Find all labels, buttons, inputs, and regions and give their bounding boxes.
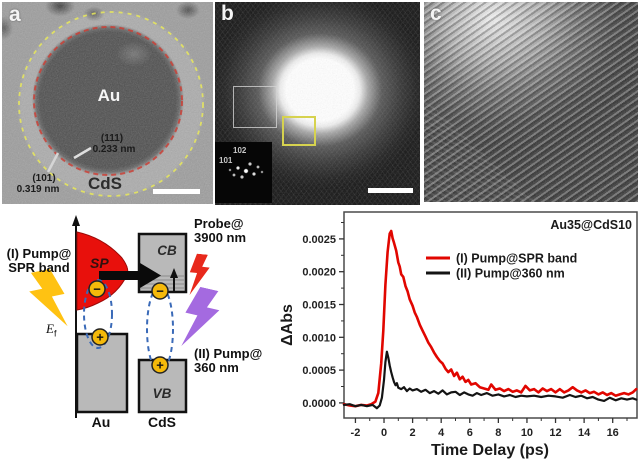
x-tick-label: 14 (578, 427, 591, 439)
lattice-marker-101 (46, 152, 60, 173)
cds-shell-label: CdS (88, 174, 122, 193)
vb-label: VB (153, 386, 172, 401)
au-core-label: Au (97, 86, 121, 105)
hole-sign: + (96, 330, 104, 345)
tem-panel-b: b 102 101 (215, 2, 420, 205)
x-tick-label: 6 (467, 427, 473, 439)
x-tick-label: 4 (438, 427, 445, 439)
y-tick-label: 0.0010 (302, 332, 336, 344)
lattice-region-lower (424, 98, 536, 202)
x-axis-label: Time Delay (ps) (431, 442, 549, 459)
legend-label-0: (I) Pump@SPR band (456, 252, 577, 266)
series-line-0 (342, 229, 638, 408)
intraband-arrowhead (170, 268, 178, 278)
y-axis-label: ΔAbs (280, 304, 296, 346)
energy-band-diagram: − − + + SP CB VB Au CdS (I) Pump@ SPR ba… (0, 210, 300, 473)
au-electrode-label: Au (92, 414, 111, 430)
electron-icon (88, 280, 106, 298)
exciton-ellipse-au (83, 279, 113, 349)
hole-sign: + (156, 358, 164, 373)
cb-block (137, 232, 188, 294)
hole-icon (151, 356, 169, 374)
fermi-sub-f: f (53, 328, 57, 339)
transient-absorption-chart: -2 0 2 4 6 8 10 12 14 16 0.0000 0.0005 0.0010 0.0015 0… (280, 211, 638, 459)
hole-icon (91, 328, 109, 346)
plane-101-label: (101) (32, 173, 56, 184)
x-tick-label: -2 (351, 427, 361, 439)
fft-inset: 102 101 (215, 142, 272, 203)
series-line-1 (342, 350, 638, 410)
x-tick-label: 8 (495, 427, 501, 439)
scale-bar (368, 188, 413, 193)
band-diagram-svg: − − + + SP CB VB Au CdS (72, 215, 188, 430)
panel-a-letter: a (9, 3, 21, 26)
electron-icon (151, 282, 169, 300)
fermi-level-label: Ef (46, 322, 56, 339)
x-tick-label: 2 (410, 427, 416, 439)
sp-label: SP (90, 255, 109, 271)
chart-title: Au35@CdS10 (550, 218, 632, 232)
spacing-101-label: 0.319 nm (16, 184, 60, 195)
probe-label-line1: Probe@ (194, 216, 244, 231)
pump2-label-line2: 360 nm (194, 360, 239, 375)
fermi-E: E (46, 321, 54, 336)
tem-panel-c: c (424, 2, 638, 202)
probe-label-line2: 3900 nm (194, 230, 247, 245)
panel-b-letter: b (221, 2, 234, 25)
y-tick-label: 0.0000 (302, 398, 336, 410)
spacing-111-label: 0.233 nm (92, 144, 136, 155)
scale-bar (153, 189, 200, 194)
cds-electrode-label: CdS (148, 414, 176, 430)
fft-spot-101-label: 101 (219, 156, 233, 165)
tem-panel-a: a Au (111) 0.233 nm (101) 0.319 nm CdS (2, 2, 213, 204)
x-tick-label: 0 (381, 427, 387, 439)
electron-sign: − (156, 284, 164, 299)
electron-transfer-arrow-shaft (99, 271, 140, 280)
panel-c-letter: c (430, 2, 442, 25)
cb-label: CB (157, 243, 177, 258)
y-tick-label: 0.0020 (302, 267, 336, 279)
roi-box-yellow (282, 116, 316, 146)
y-tick-label: 0.0015 (302, 300, 336, 312)
pump2-label-line1: (II) Pump@ (194, 346, 263, 361)
y-tick-label: 0.0025 (302, 234, 336, 246)
electron-transfer-arrowhead (140, 263, 161, 288)
plane-111-label: (111) (100, 133, 124, 144)
x-tick-label: 12 (549, 427, 561, 439)
fft-spot-102-label: 102 (233, 146, 247, 155)
au-block (75, 332, 129, 414)
energy-axis-arrowhead (72, 215, 80, 226)
pump1-label-line1: (I) Pump@ (6, 246, 72, 261)
x-tick-label: 16 (607, 427, 619, 439)
roi-box-white (233, 86, 277, 128)
pump1-label-line2: SPR band (8, 260, 70, 275)
legend-label-1: (II) Pump@360 nm (456, 267, 565, 281)
electron-sign: − (93, 282, 101, 297)
x-tick-label: 10 (521, 427, 533, 439)
y-tick-label: 0.0005 (302, 365, 336, 377)
